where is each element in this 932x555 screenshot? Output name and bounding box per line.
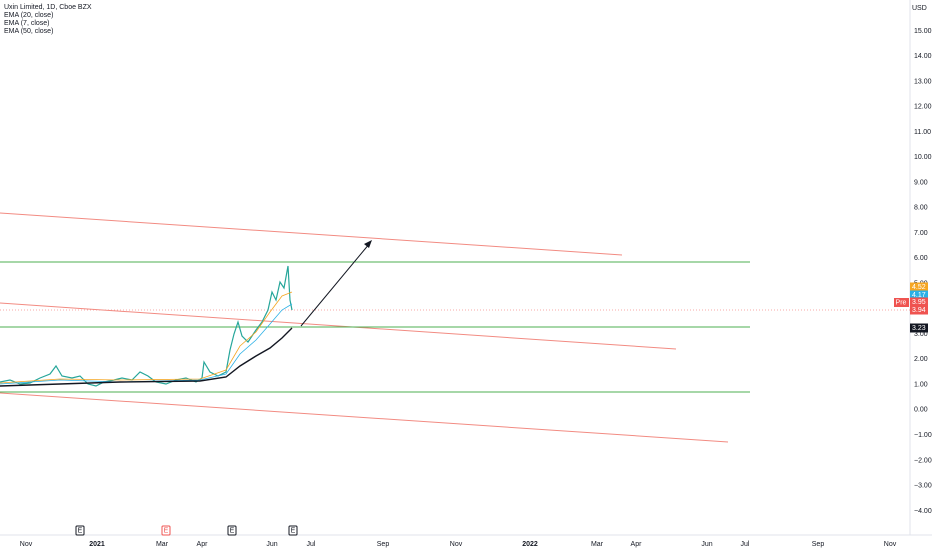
price-label: 13.00	[914, 78, 932, 85]
time-label: Apr	[197, 541, 209, 548]
price-tag-bg	[910, 323, 928, 333]
price-tag: 4.52	[912, 284, 926, 291]
price-tag-bg	[910, 282, 928, 292]
earnings-marker	[227, 525, 237, 536]
price-tag: 3.23	[912, 325, 926, 332]
price-tag-bg	[910, 290, 928, 300]
time-label: Jul	[741, 541, 750, 548]
price-label: 11.00	[914, 129, 931, 136]
earnings-marker	[161, 525, 171, 536]
price-label: −3.00	[914, 483, 932, 490]
price-label: 10.00	[914, 154, 932, 161]
currency-label: USD	[912, 5, 927, 12]
price-label: 9.00	[914, 179, 928, 186]
time-label: Jul	[307, 541, 316, 548]
indicator-label: EMA (20, close)	[4, 12, 53, 19]
ema-line	[0, 291, 293, 384]
price-label: 15.00	[914, 28, 932, 35]
symbol-title: Uxin Limited, 1D, Cboe BZX	[4, 4, 92, 11]
time-label: Apr	[631, 541, 643, 548]
time-label: Mar	[591, 541, 604, 548]
price-path	[0, 265, 293, 387]
trend-line	[0, 212, 623, 256]
pre-label: Pre	[896, 299, 907, 306]
price-label: 14.00	[914, 53, 932, 60]
earnings-marker-label: E	[230, 527, 235, 534]
earnings-marker-label: E	[164, 527, 169, 534]
price-label: 12.00	[914, 104, 932, 111]
trend-line	[0, 302, 677, 350]
price-label: −4.00	[914, 508, 932, 515]
ema-line	[0, 327, 293, 387]
earnings-marker	[75, 525, 85, 536]
indicator-label: EMA (7, close)	[4, 20, 50, 27]
time-label: Nov	[20, 541, 33, 548]
time-label: 2021	[89, 541, 105, 548]
price-tag-bg	[910, 305, 928, 315]
time-label: Jun	[701, 541, 712, 548]
indicator-label: EMA (50, close)	[4, 28, 53, 35]
price-label: 2.00	[914, 356, 928, 363]
time-label: Sep	[377, 541, 390, 548]
price-tag: 4.17	[912, 292, 926, 299]
price-label: 7.00	[914, 230, 928, 237]
time-label: Sep	[812, 541, 825, 548]
ema-line	[0, 303, 293, 385]
price-label: −1.00	[914, 432, 932, 439]
earnings-marker-label: E	[291, 527, 296, 534]
time-label: Mar	[156, 541, 169, 548]
price-tag: 3.95	[912, 299, 926, 306]
time-label: Nov	[884, 541, 897, 548]
time-label: Nov	[450, 541, 463, 548]
arrow-head	[364, 240, 372, 248]
earnings-marker	[288, 525, 298, 536]
price-label: 6.00	[914, 255, 928, 262]
price-label: 1.00	[914, 381, 928, 388]
price-label: 0.00	[914, 407, 928, 414]
pre-label-bg	[894, 298, 909, 307]
arrow	[300, 242, 371, 327]
price-label: 3.00	[914, 331, 928, 338]
earnings-marker-label: E	[78, 527, 83, 534]
trend-line	[0, 392, 729, 443]
price-tag: 3.94	[912, 307, 926, 314]
price-label: −2.00	[914, 457, 932, 464]
price-label: 8.00	[914, 205, 928, 212]
time-label: 2022	[522, 541, 538, 548]
time-label: Jun	[266, 541, 277, 548]
price-tag-bg	[910, 297, 928, 307]
